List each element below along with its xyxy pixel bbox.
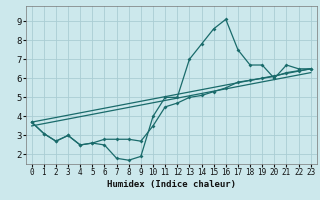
X-axis label: Humidex (Indice chaleur): Humidex (Indice chaleur): [107, 180, 236, 189]
